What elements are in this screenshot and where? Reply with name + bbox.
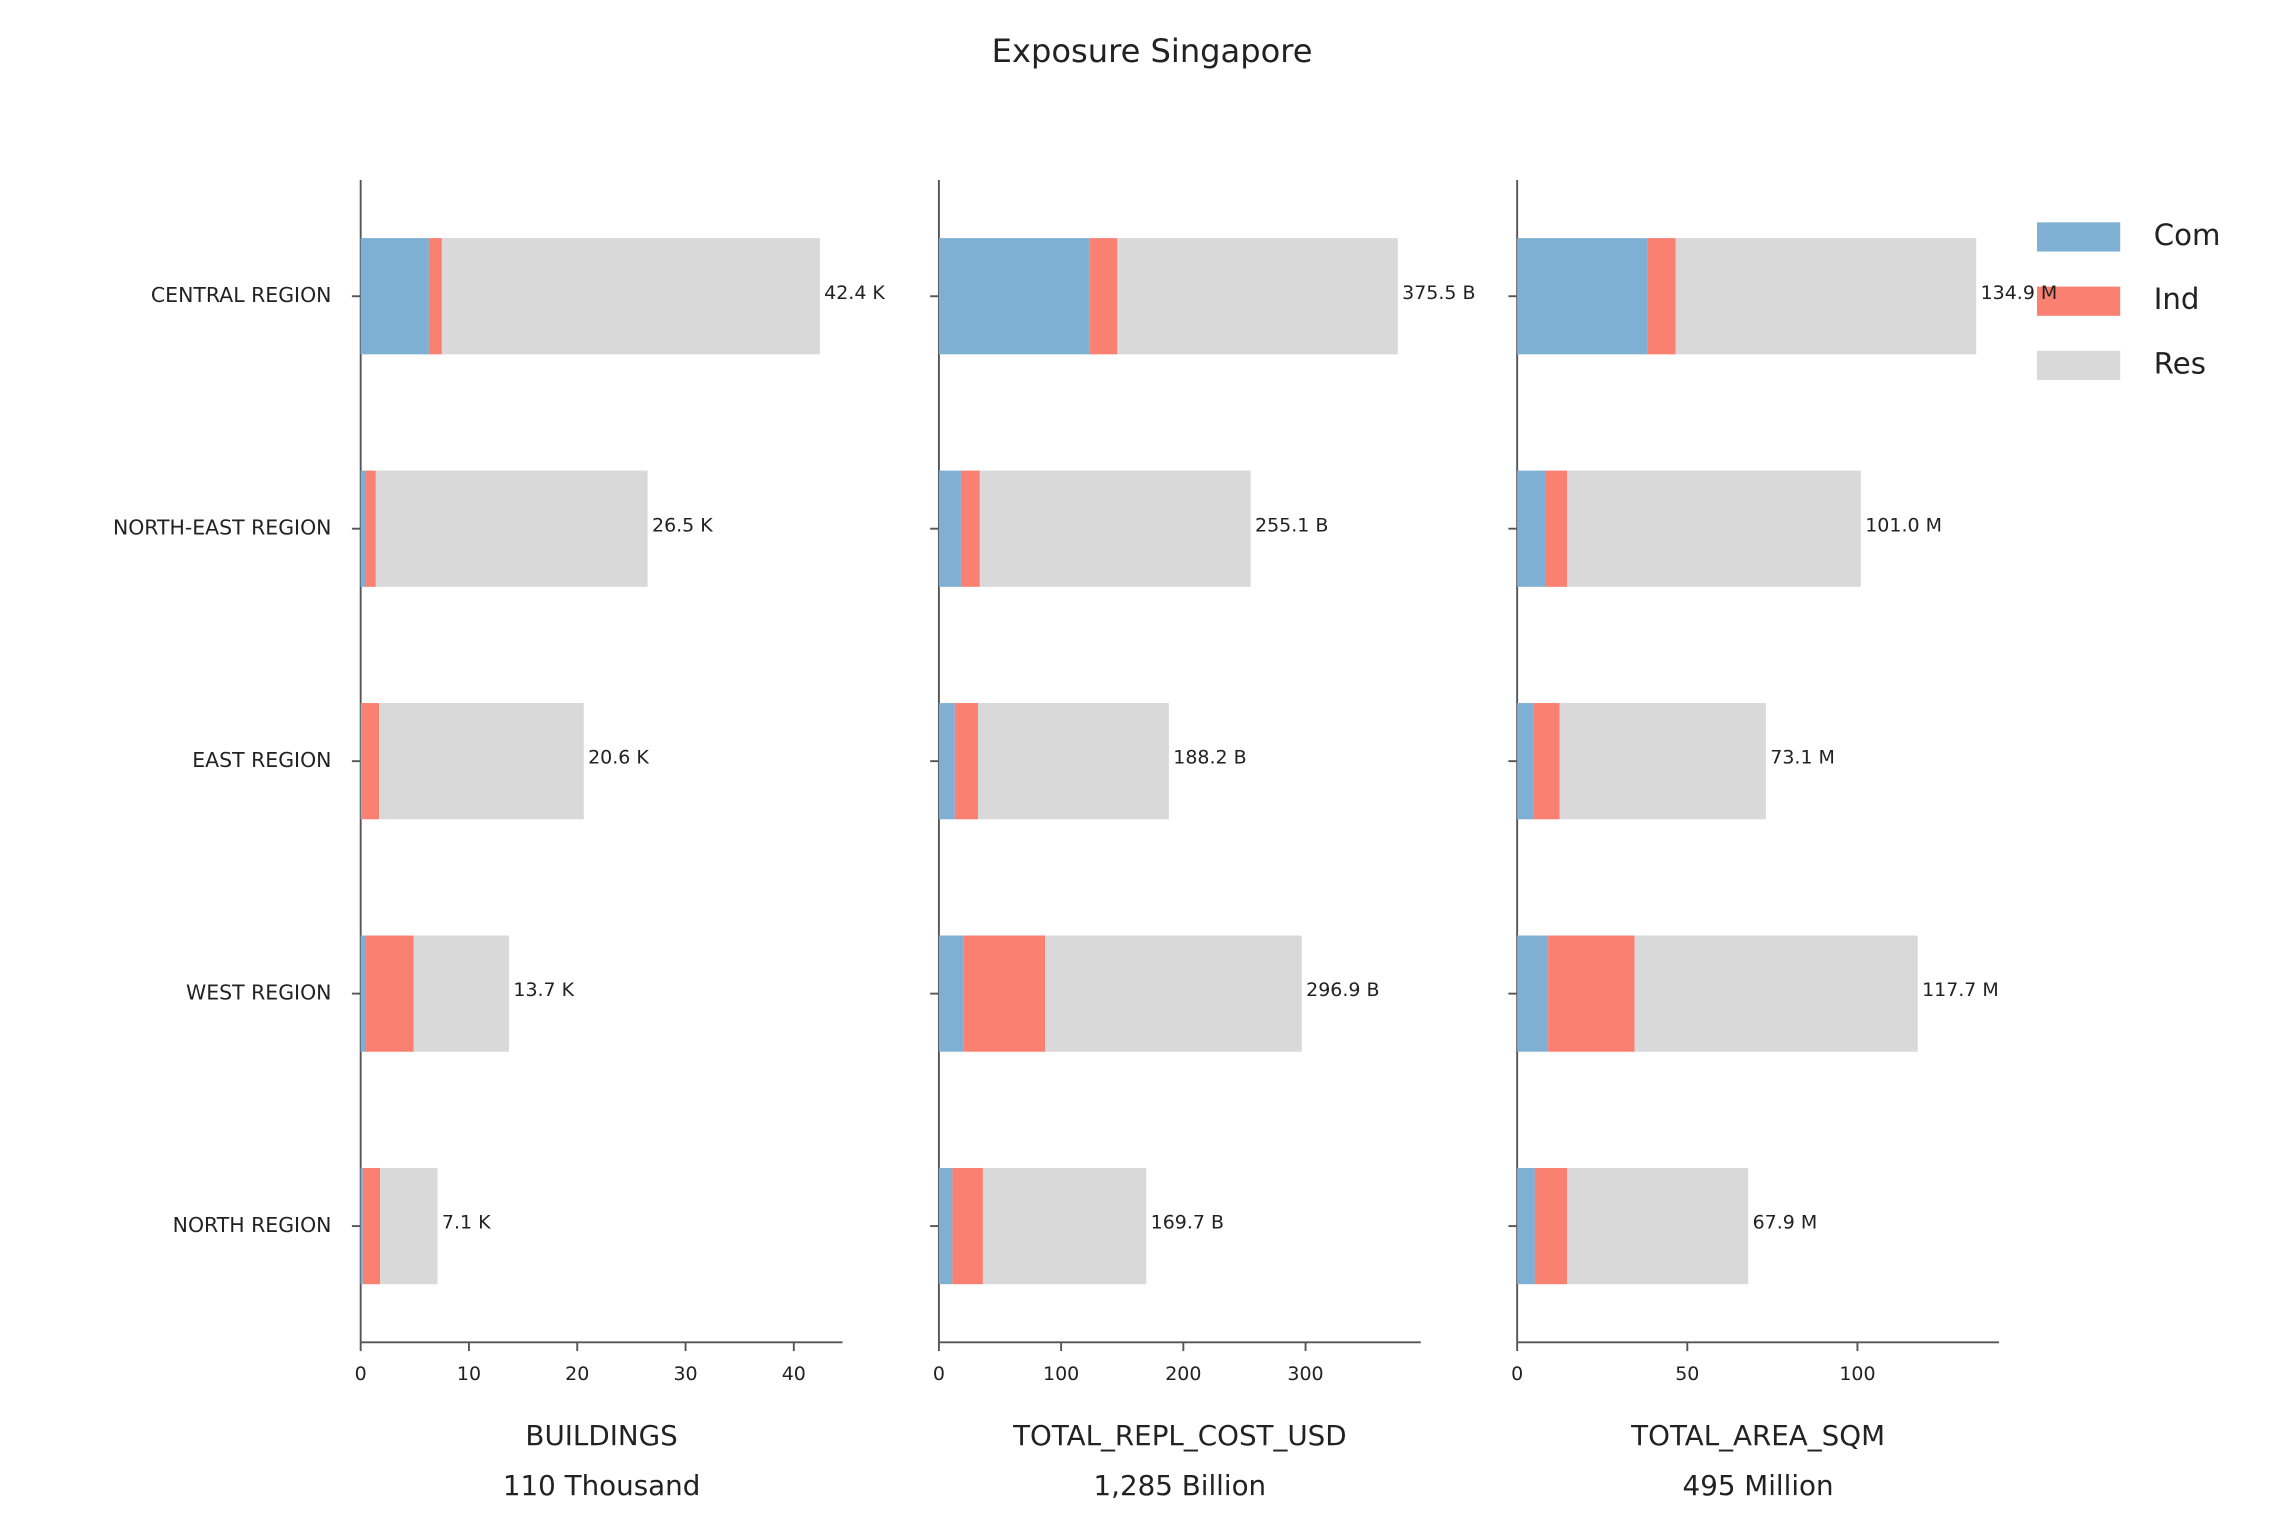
legend-label: Res (2154, 346, 2206, 380)
bar-segment (360, 470, 366, 587)
bar-segment (1117, 238, 1398, 355)
value-label: 7.1 K (442, 1212, 491, 1234)
value-label: 20.6 K (588, 747, 649, 769)
bar-segment (1545, 470, 1568, 587)
x-axis-sublabel: 495 Million (1683, 1469, 1834, 1502)
x-axis-sublabel: 1,285 Billion (1094, 1469, 1267, 1502)
x-axis-label: TOTAL_AREA_SQM (1630, 1419, 1885, 1452)
y-tick-label: EAST REGION (192, 748, 331, 772)
bar-segment (954, 703, 979, 820)
legend-label: Com (2154, 218, 2221, 252)
bar-segment (1548, 935, 1635, 1052)
value-label: 13.7 K (513, 979, 574, 1001)
bar-segment (365, 935, 414, 1052)
bar-segment (1517, 935, 1549, 1052)
x-tick-label: 300 (1287, 1363, 1323, 1385)
bar-segment (413, 935, 510, 1052)
value-label: 188.2 B (1173, 747, 1246, 769)
value-label: 296.9 B (1306, 979, 1379, 1001)
value-label: 117.7 M (1922, 979, 1999, 1001)
bar-segment (1517, 703, 1534, 820)
bar-segment (982, 1167, 1147, 1285)
bar-segment (1534, 1167, 1568, 1285)
x-tick-label: 30 (673, 1363, 697, 1385)
x-tick-label: 20 (565, 1363, 589, 1385)
bar-segment (365, 470, 376, 587)
y-tick-label: NORTH REGION (173, 1213, 332, 1237)
value-label: 255.1 B (1255, 514, 1328, 536)
bar-segment (1634, 935, 1918, 1052)
value-label: 73.1 M (1770, 747, 1835, 769)
x-tick-label: 100 (1043, 1363, 1079, 1385)
value-label: 134.9 M (1981, 282, 2058, 304)
bar-segment (938, 1167, 953, 1285)
bar-segment (1533, 703, 1560, 820)
bar-segment (360, 1167, 363, 1285)
bar-segment (1517, 1167, 1535, 1285)
bar-segment (938, 935, 964, 1052)
legend-swatch (2036, 286, 2121, 316)
bar-segment (952, 1167, 983, 1285)
bar-segment (362, 1167, 381, 1285)
bar-segment (360, 703, 362, 820)
bar-segment (379, 703, 584, 820)
bar-segment (1045, 935, 1302, 1052)
bar-segment (360, 238, 429, 355)
bar-segment (428, 238, 442, 355)
bar-segment (1567, 1167, 1749, 1285)
bar-segment (978, 703, 1169, 820)
x-axis-label: TOTAL_REPL_COST_USD (1012, 1419, 1347, 1452)
y-tick-label: WEST REGION (186, 981, 331, 1005)
x-tick-label: 0 (933, 1363, 945, 1385)
bar-segment (361, 703, 380, 820)
bar-segment (1517, 470, 1546, 587)
x-tick-label: 10 (457, 1363, 481, 1385)
bar-segment (441, 238, 820, 355)
y-tick-label: NORTH-EAST REGION (113, 516, 332, 540)
bar-segment (375, 470, 648, 587)
legend-swatch (2036, 350, 2121, 381)
value-label: 42.4 K (824, 282, 885, 304)
bar-segment (963, 935, 1046, 1052)
bar-segment (938, 470, 961, 587)
x-axis-label: BUILDINGS (525, 1419, 677, 1452)
value-label: 67.9 M (1753, 1212, 1818, 1234)
legend-swatch (2036, 222, 2121, 252)
value-label: 101.0 M (1865, 514, 1942, 536)
value-label: 26.5 K (652, 514, 713, 536)
bar-segment (360, 935, 366, 1052)
bar-segment (1089, 238, 1118, 355)
bar-segment (1675, 238, 1977, 355)
bar-segment (1647, 238, 1676, 355)
legend-label: Ind (2154, 282, 2200, 316)
bar-segment (979, 470, 1251, 587)
x-axis-sublabel: 110 Thousand (503, 1469, 700, 1502)
bar-segment (1559, 703, 1766, 820)
bar-segment (1517, 238, 1648, 355)
value-label: 169.7 B (1151, 1212, 1224, 1234)
x-tick-label: 0 (1511, 1363, 1523, 1385)
value-label: 375.5 B (1402, 282, 1475, 304)
x-tick-label: 0 (355, 1363, 367, 1385)
x-tick-label: 200 (1165, 1363, 1201, 1385)
bar-segment (380, 1167, 438, 1285)
bar-segment (938, 238, 1090, 355)
x-tick-label: 40 (782, 1363, 806, 1385)
x-tick-label: 100 (1839, 1363, 1875, 1385)
x-tick-label: 50 (1675, 1363, 1699, 1385)
figure-title: Exposure Singapore (992, 32, 1313, 70)
y-tick-label: CENTRAL REGION (151, 283, 332, 307)
bar-segment (1567, 470, 1861, 587)
bar-segment (960, 470, 980, 587)
bar-segment (938, 703, 955, 820)
